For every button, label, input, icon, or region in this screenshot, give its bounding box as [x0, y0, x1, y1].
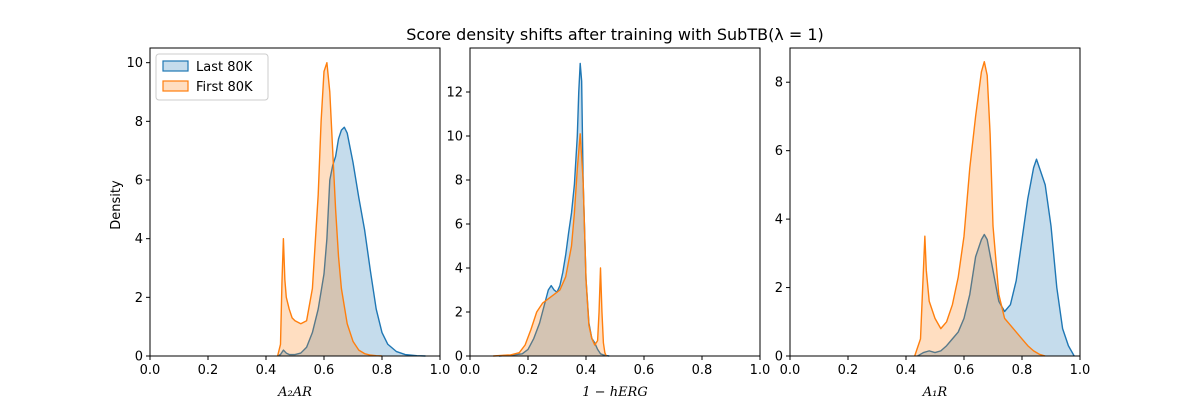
legend-swatch-last-80k: [162, 60, 189, 72]
y-axis-label: Density: [109, 180, 124, 230]
y-tick-label: 4: [455, 262, 463, 277]
x-tick-label: 1.0: [1070, 363, 1091, 378]
x-tick-label: 0.0: [780, 363, 801, 378]
legend-swatch-first-80k: [162, 80, 189, 92]
y-tick-label: 2: [455, 306, 463, 321]
y-tick-label: 0: [135, 350, 143, 365]
series-area-first-80k: [914, 61, 1046, 356]
panel-3: 0.0 0.2 0.4 0.6 0.8 1.0 0 2 4 6 8 A₁R: [775, 47, 1091, 400]
y-tick-label: 8: [135, 115, 143, 130]
x-tick-label: 0.2: [838, 363, 859, 378]
x-tick-label: 0.0: [460, 363, 481, 378]
legend: Last 80K First 80K: [155, 53, 269, 101]
y-tick-label: 4: [135, 232, 143, 247]
x-tick-label: 0.0: [140, 363, 161, 378]
x-tick-label: 0.8: [692, 363, 713, 378]
x-tick-label: 0.4: [576, 363, 597, 378]
panel-2: 0.0 0.2 0.4 0.6 0.8 1.0 0 2 4 6 8 10 12 1 − hERG: [446, 47, 771, 400]
x-tick-label: 1.0: [430, 363, 451, 378]
x-tick-label: 0.6: [634, 363, 655, 378]
x-tick-label: 0.6: [954, 363, 975, 378]
series-area-first-80k: [277, 62, 382, 357]
panels-group: 0.0 0.2 0.4 0.6 0.8 1.0 0 2 4 6 8 10 A₂AR Last 80K Fir…: [126, 47, 1091, 400]
x-tick-label: 0.4: [896, 363, 917, 378]
series-line-first-80k: [493, 133, 607, 357]
y-tick-label: 12: [446, 86, 463, 101]
axes-frame: [149, 47, 441, 357]
y-tick-label: 8: [455, 174, 463, 189]
x-axis-label: A₂AR: [277, 385, 312, 400]
x-axis-label: 1 − hERG: [582, 385, 647, 400]
x-tick-label: 0.2: [518, 363, 539, 378]
y-tick-label: 6: [135, 174, 143, 189]
legend-box: [155, 53, 269, 101]
y-tick-label: 4: [775, 213, 783, 228]
y-tick-label: 0: [775, 350, 783, 365]
x-tick-label: 0.4: [256, 363, 277, 378]
series-line-last-80k: [917, 158, 1075, 357]
y-tick-label: 10: [126, 56, 143, 71]
series-line-last-80k: [277, 126, 426, 357]
x-tick-label: 1.0: [750, 363, 771, 378]
series-area-last-80k: [499, 63, 610, 357]
y-tick-label: 6: [775, 144, 783, 159]
x-tick-label: 0.6: [314, 363, 335, 378]
chart-title: Score density shifts after training with…: [406, 25, 824, 44]
legend-label-first-80k: First 80K: [196, 80, 253, 95]
x-tick-label: 0.8: [1012, 363, 1033, 378]
panel-1: 0.0 0.2 0.4 0.6 0.8 1.0 0 2 4 6 8 10 A₂AR Last 80K Fir…: [126, 47, 451, 400]
y-tick-label: 2: [135, 291, 143, 306]
x-axis-label: A₁R: [922, 385, 948, 400]
y-tick-label: 8: [775, 76, 783, 91]
axes-frame: [469, 47, 761, 357]
x-tick-label: 0.2: [198, 363, 219, 378]
series-line-first-80k: [914, 60, 1046, 357]
legend-label-last-80k: Last 80K: [196, 60, 253, 75]
series-area-first-80k: [493, 133, 607, 356]
series-line-last-80k: [498, 62, 610, 357]
y-tick-label: 2: [775, 281, 783, 296]
axes-frame: [789, 47, 1081, 357]
series-line-first-80k: [276, 61, 383, 357]
y-tick-label: 10: [446, 130, 463, 145]
y-tick-label: 6: [455, 218, 463, 233]
series-area-last-80k: [277, 127, 426, 356]
y-tick-label: 0: [455, 350, 463, 365]
series-area-last-80k: [917, 159, 1075, 356]
x-tick-label: 0.8: [372, 363, 393, 378]
